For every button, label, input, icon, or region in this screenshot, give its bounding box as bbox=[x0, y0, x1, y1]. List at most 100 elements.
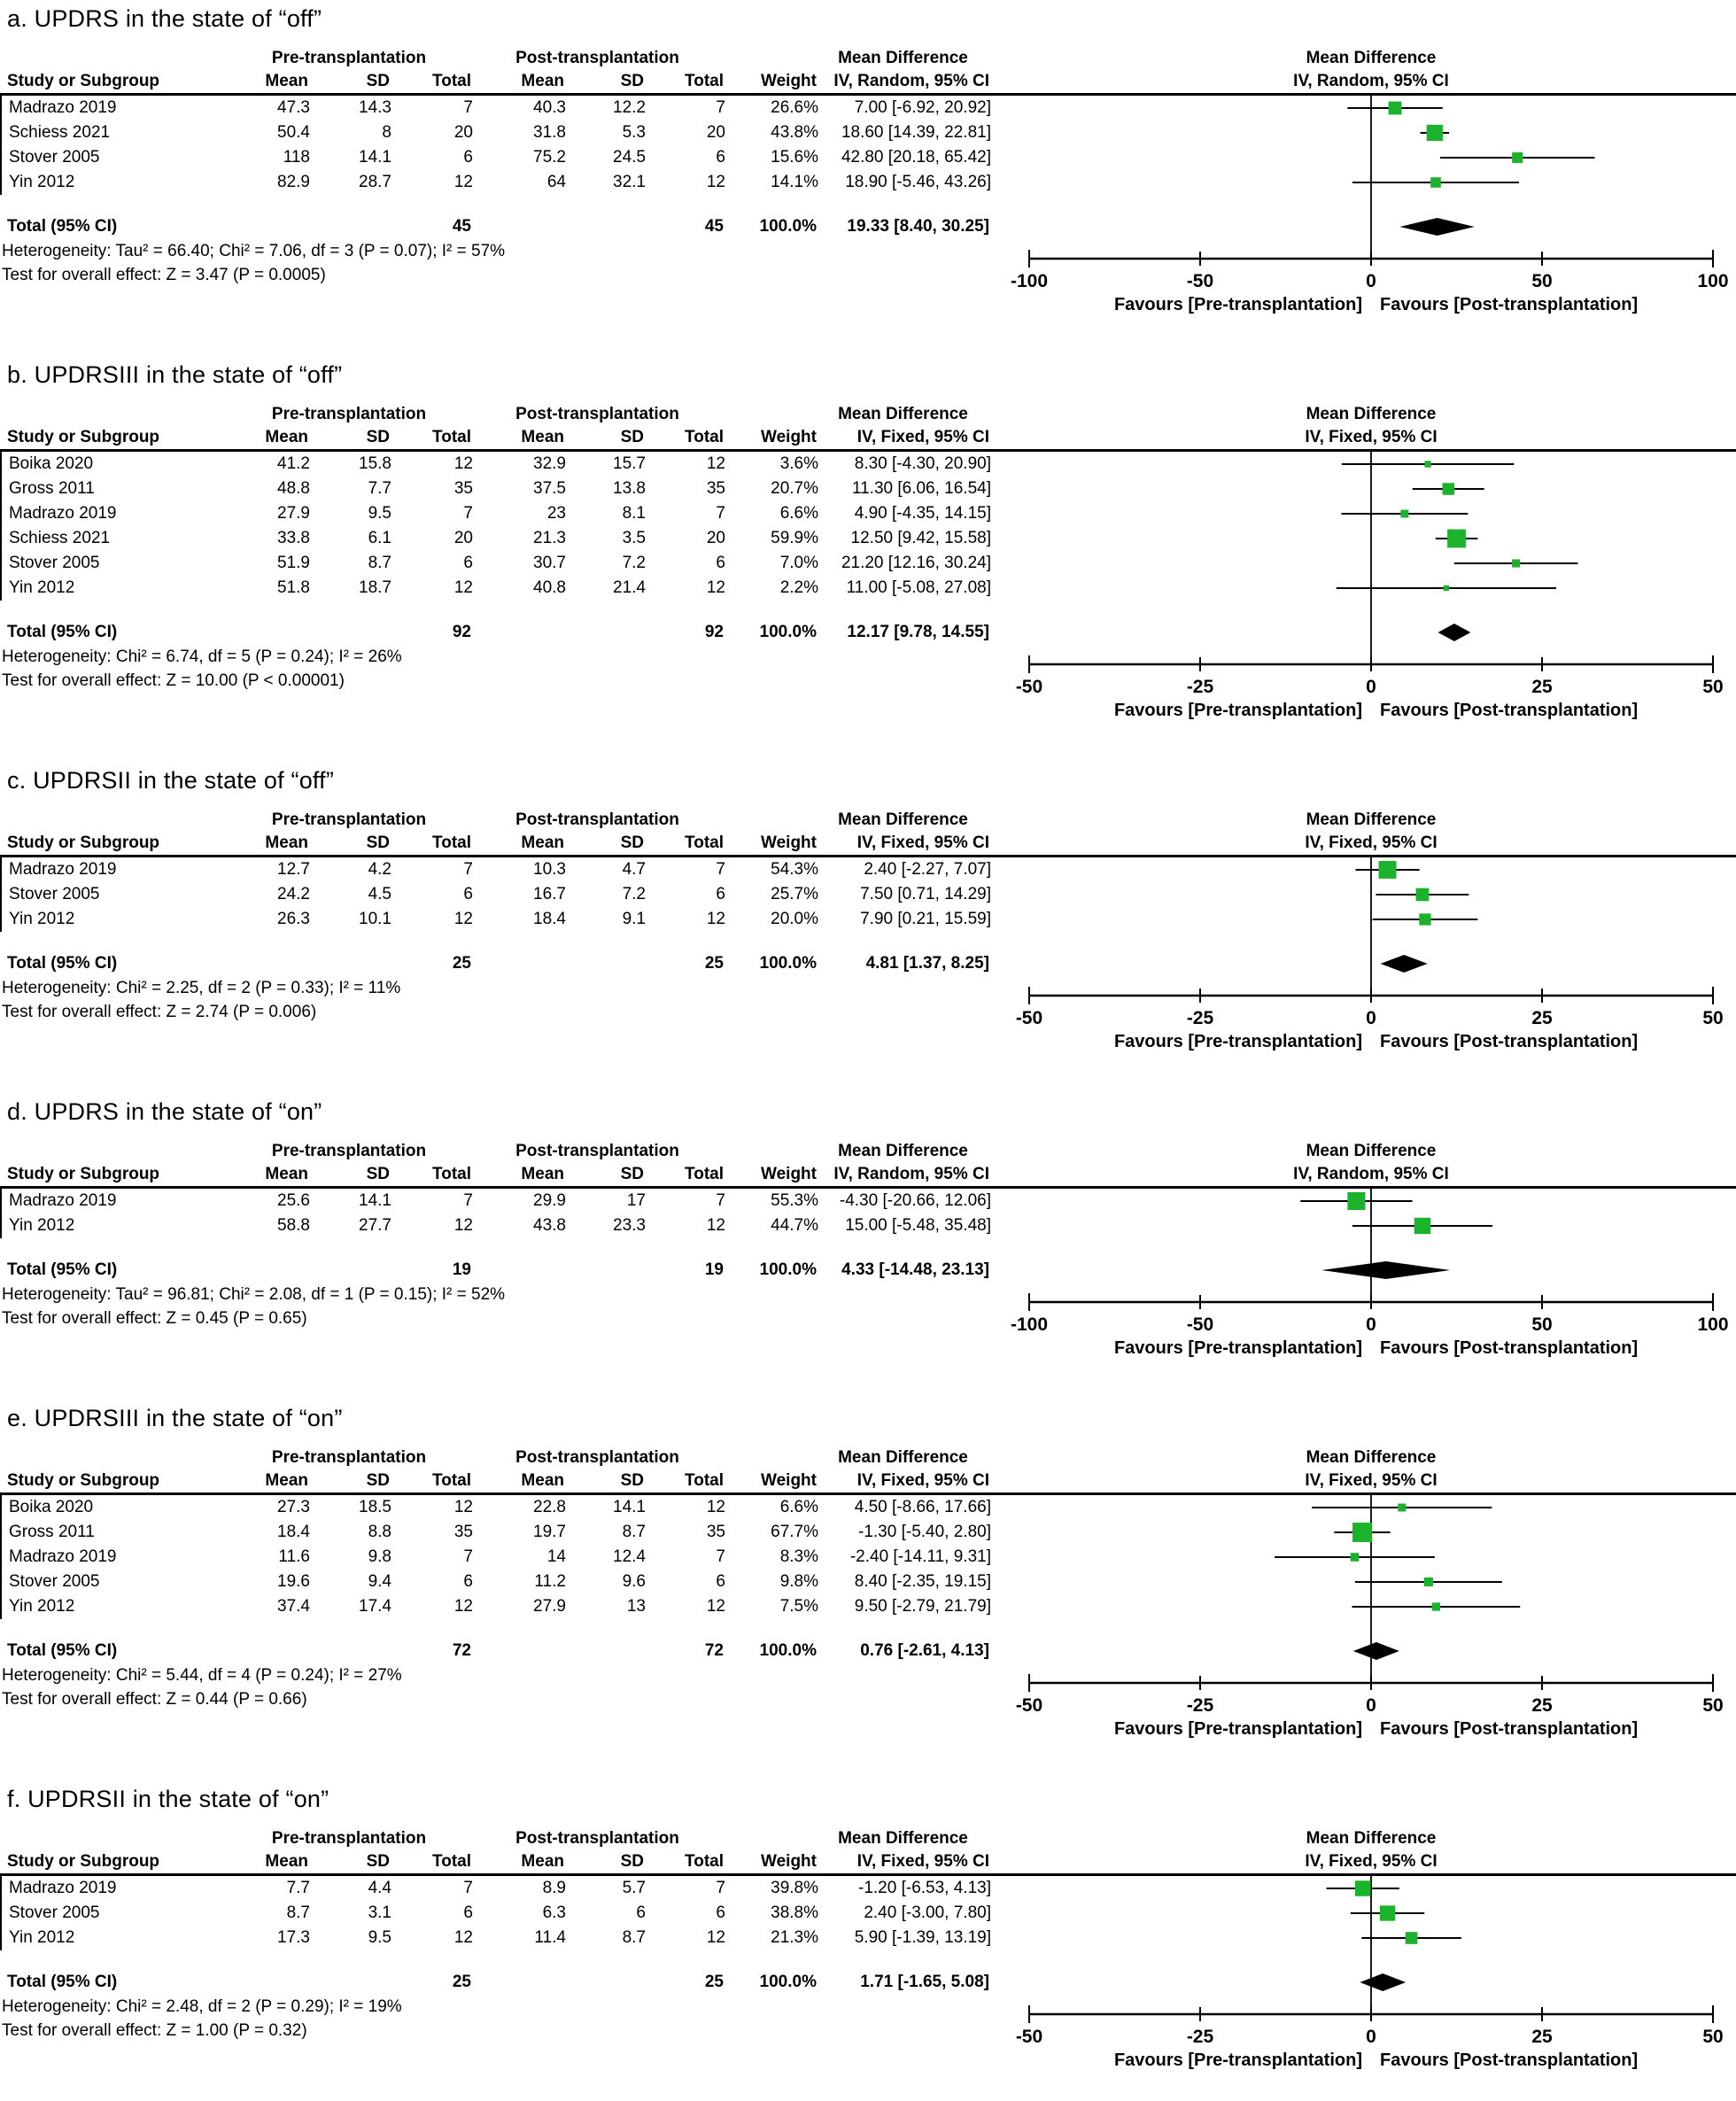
pre-sd-value: 7.7 bbox=[368, 479, 391, 498]
post-sd-value: 5.7 bbox=[622, 1879, 646, 1897]
md-ci-value: 11.00 [-5.08, 27.08] bbox=[846, 578, 991, 597]
md-ci-value: 4.50 [-8.66, 17.66] bbox=[854, 1498, 991, 1516]
study-rows: Boika 2020 27.3 18.5 12 22.8 14.1 12 6.6% 4.50 [… bbox=[0, 1495, 999, 1619]
pre-total-col-header: Total bbox=[432, 1852, 471, 1871]
favours-right-label: Favours [Post-transplantation] bbox=[1380, 295, 1638, 314]
pre-sd-col-header: SD bbox=[366, 1852, 390, 1871]
post-mean-value: 75.2 bbox=[533, 148, 566, 167]
effect-marker bbox=[1347, 1191, 1366, 1211]
pre-total-value: 12 bbox=[453, 454, 473, 473]
total-row-spacer-cell bbox=[308, 620, 390, 645]
weight-value: 67.7% bbox=[771, 1523, 818, 1541]
study-name: Stover 2005 bbox=[9, 554, 100, 572]
pre-total-value: 12 bbox=[453, 1216, 473, 1235]
pre-total-col-header: Total bbox=[432, 72, 471, 90]
plot-header-line2: IV, Fixed, 95% CI bbox=[1305, 1471, 1438, 1490]
effect-marker bbox=[1405, 1932, 1418, 1944]
overall-effect-text: Test for overall effect: Z = 0.44 (P = 0… bbox=[2, 1690, 307, 1709]
pre-sd-value: 8.8 bbox=[368, 1523, 391, 1541]
tick-label: 50 bbox=[1702, 677, 1723, 697]
study-rows: Boika 2020 41.2 15.8 12 32.9 15.7 12 3.6% 8.30 [… bbox=[0, 452, 999, 601]
favours-right-label: Favours [Post-transplantation] bbox=[1380, 2051, 1638, 2070]
pre-total-col-header: Total bbox=[432, 1471, 471, 1490]
study-rows: Madrazo 2019 7.7 4.4 7 8.9 5.7 7 39.8% -1.20 [-6… bbox=[0, 1876, 999, 1950]
weight-col-header: Weight bbox=[761, 1852, 817, 1871]
study-col-header: Study or Subgroup bbox=[7, 428, 160, 446]
heterogeneity-text: Heterogeneity: Tau² = 66.40; Chi² = 7.06… bbox=[2, 242, 506, 260]
study-name: Boika 2020 bbox=[9, 1498, 94, 1516]
effect-col-header: IV, Fixed, 95% CI bbox=[856, 1852, 989, 1871]
pooled-diamond bbox=[1380, 955, 1428, 973]
pre-mean-value: 8.7 bbox=[286, 1903, 310, 1922]
pre-sd-value: 14.1 bbox=[359, 1191, 391, 1210]
total-row: Total (95% CI) 19 19 100.0% 4.33 [-14.48, 23… bbox=[0, 1258, 999, 1283]
weight-value: 54.3% bbox=[771, 860, 818, 879]
pooled-diamond bbox=[1360, 1973, 1407, 1991]
forest-plot-svg: -50 -25 0 25 50 Favours [Pre-transplantation]… bbox=[1016, 452, 1724, 720]
table-body: Madrazo 2019 7.7 4.4 7 8.9 5.7 7 39.8% -1.20 [-6… bbox=[0, 1876, 999, 2071]
pre-sd-value: 14.3 bbox=[359, 98, 391, 117]
column-header-row: Study or Subgroup Mean SD Total Mean SD Total W… bbox=[0, 70, 999, 93]
pre-total-value: 7 bbox=[463, 504, 473, 523]
total-md-ci: 12.17 [9.78, 14.55] bbox=[847, 623, 989, 641]
tick-label: 50 bbox=[1531, 271, 1552, 291]
post-total-col-header: Total bbox=[685, 1165, 724, 1183]
tick-label: 0 bbox=[1366, 271, 1376, 291]
total-md-ci: 1.71 [-1.65, 5.08] bbox=[860, 1973, 989, 1991]
post-total-value: 12 bbox=[706, 1928, 725, 1947]
post-mean-col-header: Mean bbox=[521, 1471, 564, 1490]
study-row: Stover 2005 8.7 3.1 6 6.3 6 6 38.8% 2.40 [-3.00,… bbox=[2, 1901, 999, 1926]
panel-title: e. UPDRSIII in the state of “on” bbox=[7, 1405, 343, 1431]
post-mean-col-header: Mean bbox=[521, 428, 564, 446]
weight-value: 3.6% bbox=[779, 454, 818, 473]
plot-area: -100 -50 0 50 100 Favours [Pre-transplantatio… bbox=[1006, 1189, 1736, 1359]
pre-sd-col-header: SD bbox=[366, 1471, 390, 1490]
weight-value: 20.7% bbox=[771, 479, 818, 498]
weight-value: 9.8% bbox=[779, 1572, 818, 1591]
favours-left-label: Favours [Pre-transplantation] bbox=[1114, 701, 1362, 720]
post-sd-value: 14.1 bbox=[613, 1498, 646, 1516]
pre-total-value: 6 bbox=[463, 1903, 473, 1922]
group-header-spacer bbox=[7, 47, 227, 70]
column-header-row: Study or Subgroup Mean SD Total Mean SD Total W… bbox=[0, 832, 999, 855]
post-total-value: 12 bbox=[706, 173, 725, 191]
weight-value: 6.6% bbox=[779, 504, 818, 523]
pre-sd-value: 18.7 bbox=[359, 578, 391, 597]
forest-panel-d: d. UPDRS in the state of “on” Pre-transpl… bbox=[0, 1098, 1736, 1359]
total-post-n: 19 bbox=[704, 1260, 724, 1279]
total-label: Total (95% CI) bbox=[7, 217, 118, 236]
pooled-diamond bbox=[1321, 1261, 1451, 1279]
post-sd-value: 13.8 bbox=[613, 479, 646, 498]
pre-sd-col-header: SD bbox=[366, 1165, 390, 1183]
post-sd-value: 9.6 bbox=[622, 1572, 646, 1591]
panel-header: Pre-transplantation Post-transplantation M… bbox=[0, 1140, 1736, 1186]
pre-mean-value: 7.7 bbox=[286, 1879, 310, 1897]
study-col-header: Study or Subgroup bbox=[7, 833, 160, 852]
total-pre-n: 25 bbox=[452, 954, 471, 973]
post-total-value: 35 bbox=[706, 1523, 725, 1541]
pre-mean-col-header: Mean bbox=[265, 1165, 308, 1183]
md-group-header: Mean Difference bbox=[838, 49, 968, 67]
total-label: Total (95% CI) bbox=[7, 954, 118, 973]
study-name: Yin 2012 bbox=[9, 910, 75, 928]
pre-mean-value: 51.9 bbox=[277, 554, 310, 572]
study-row: Stover 2005 51.9 8.7 6 30.7 7.2 6 7.0% 21.20 [12… bbox=[2, 551, 999, 576]
tick-label: 0 bbox=[1366, 677, 1376, 697]
post-sd-value: 23.3 bbox=[613, 1216, 646, 1235]
favours-left-label: Favours [Pre-transplantation] bbox=[1114, 2051, 1362, 2070]
md-ci-value: 2.40 [-2.27, 7.07] bbox=[864, 860, 991, 879]
pre-group-header: Pre-transplantation bbox=[271, 1829, 427, 1848]
weight-value: 38.8% bbox=[771, 1903, 818, 1922]
effect-marker bbox=[1400, 509, 1409, 518]
study-name: Yin 2012 bbox=[9, 173, 75, 191]
pre-total-col-header: Total bbox=[432, 833, 471, 852]
total-row-spacer-cell bbox=[227, 1258, 308, 1283]
weight-col-header: Weight bbox=[761, 72, 817, 90]
tick-label: -100 bbox=[1011, 271, 1048, 291]
study-name: Gross 2011 bbox=[9, 479, 95, 498]
post-mean-value: 11.4 bbox=[534, 1928, 566, 1947]
post-sd-col-header: SD bbox=[620, 1165, 644, 1183]
total-row-spacer-cell bbox=[564, 214, 644, 239]
post-total-value: 6 bbox=[716, 148, 725, 167]
total-weight: 100.0% bbox=[759, 623, 817, 641]
